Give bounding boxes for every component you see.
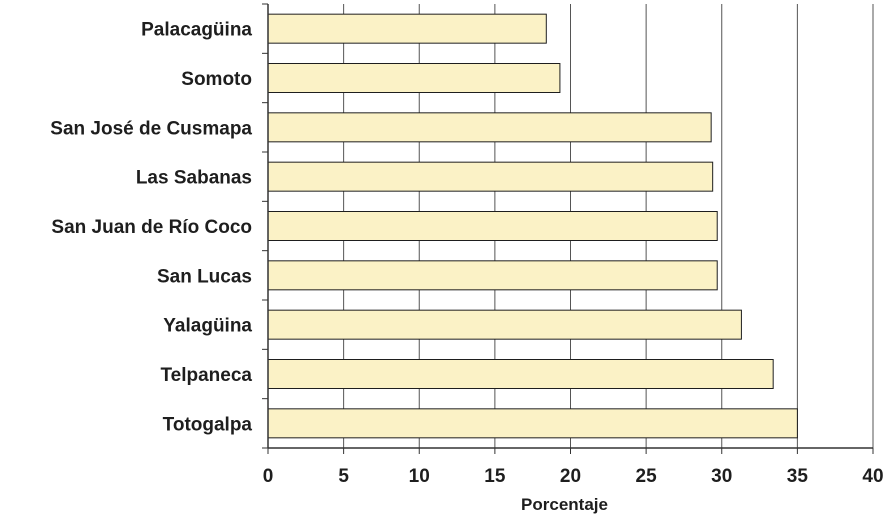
category-label-3: Las Sabanas [136,168,252,189]
bar-4 [267,211,718,241]
bar-7 [267,359,774,389]
x-tick-label-30: 30 [711,466,732,487]
x-tick-label-20: 20 [560,466,581,487]
bar-5 [267,260,718,291]
category-label-7: Telpaneca [160,365,252,386]
category-label-0: Palacagüina [141,20,252,41]
x-tick-label-5: 5 [338,466,349,487]
category-labels: Palacagüina Somoto San José de Cusmapa Las … [50,20,252,436]
bar-8 [267,408,798,439]
bars [267,13,798,439]
x-tick-label-40: 40 [862,466,883,487]
x-tick-labels: 0 5 10 15 20 25 30 35 40 [263,466,884,487]
x-axis-title: Porcentaje [521,495,608,514]
x-tick-label-25: 25 [636,466,658,487]
x-tick-label-0: 0 [263,466,274,487]
x-tick-label-15: 15 [484,466,506,487]
category-label-8: Totogalpa [163,414,253,435]
axes [262,3,874,454]
category-label-1: Somoto [181,69,252,90]
bar-0 [267,13,547,44]
category-label-5: San Lucas [157,266,252,287]
category-label-2: San José de Cusmapa [50,118,252,139]
category-label-6: Yalagüina [163,316,252,337]
bar-1 [267,63,561,93]
x-tick-label-35: 35 [787,466,809,487]
bar-6 [267,309,742,340]
category-label-4: San Juan de Río Coco [51,217,252,238]
bar-2 [267,112,712,143]
x-tick-label-10: 10 [409,466,430,487]
bar-3 [267,161,714,192]
